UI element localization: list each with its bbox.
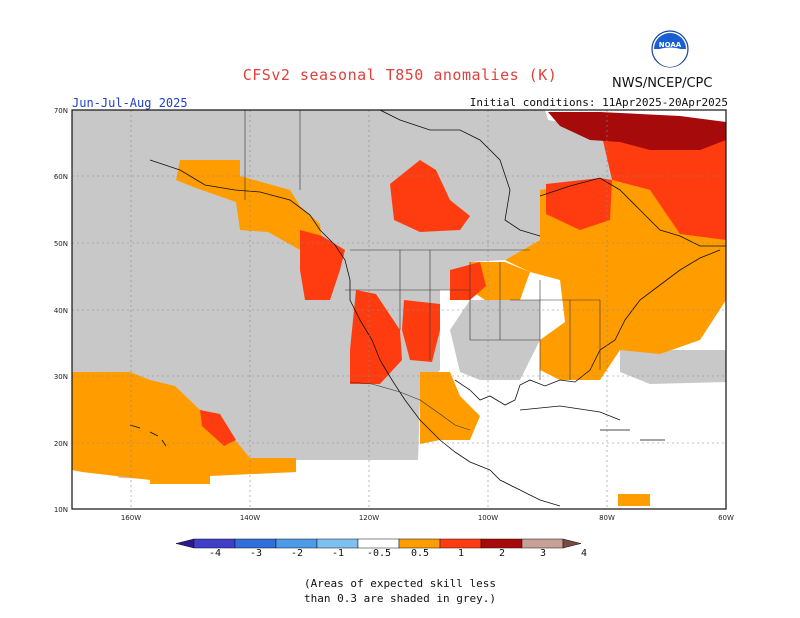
lat-label-60n: 60N	[54, 173, 68, 181]
colorbar-segment-8	[480, 538, 523, 549]
colorbar-label-3: 3	[540, 548, 546, 559]
colorbar-segment-3	[275, 538, 318, 549]
skill-note-line2: than 0.3 are shaded in grey.)	[303, 592, 497, 605]
colorbar-label-2: 2	[499, 548, 505, 559]
coastlines	[129, 109, 726, 507]
lon-label-160w: 160W	[121, 514, 141, 522]
colorbar-label-0.5: 0.5	[411, 548, 429, 559]
skill-note-line1: (Areas of expected skill less	[303, 577, 497, 590]
agency-label: NWS/NCEP/CPC	[612, 76, 713, 91]
map-frame	[71, 109, 727, 510]
colorbar-segment-6	[398, 538, 441, 549]
skill-note: (Areas of expected skill less than 0.3 a…	[0, 576, 800, 606]
lat-label-50n: 50N	[54, 240, 68, 248]
colorbar-arrow-high	[562, 538, 582, 549]
svg-text:NOAA: NOAA	[659, 41, 682, 49]
latitude-labels: 70N 60N 50N 40N 30N 20N 10N	[54, 107, 68, 514]
graticule	[72, 110, 726, 509]
colorbar-segment-5	[357, 538, 400, 549]
lon-label-120w: 120W	[359, 514, 379, 522]
colorbar-segment-4	[316, 538, 359, 549]
colorbar-segment-2	[234, 538, 277, 549]
colorbar-label-1: 1	[458, 548, 464, 559]
colorbar-segment-7	[439, 538, 482, 549]
colorbar	[175, 538, 582, 549]
map-title: CFSv2 seasonal T850 anomalies (K)	[242, 66, 558, 84]
lon-label-100w: 100W	[478, 514, 498, 522]
lon-label-60w: 60W	[718, 514, 734, 522]
lat-label-20n: 20N	[54, 440, 68, 448]
lat-label-30n: 30N	[54, 373, 68, 381]
colorbar-label-minus2: -2	[291, 548, 303, 559]
colorbar-arrow-low	[175, 538, 195, 549]
noaa-logo: NOAA	[651, 30, 689, 68]
colorbar-label-minus1: -1	[332, 548, 344, 559]
season-label: Jun-Jul-Aug 2025	[72, 96, 188, 110]
colorbar-label-4: 4	[581, 548, 587, 559]
anomaly-1-to-2-areas	[200, 128, 726, 446]
lat-label-40n: 40N	[54, 307, 68, 315]
lon-label-80w: 80W	[599, 514, 615, 522]
political-borders	[244, 110, 601, 431]
anomaly-0.5-to-1-areas	[72, 160, 726, 506]
longitude-labels: 160W 140W 120W 100W 80W 60W	[121, 514, 734, 522]
lat-label-70n: 70N	[54, 107, 68, 115]
colorbar-segment-9	[521, 538, 564, 549]
anomaly-2-to-3-areas	[548, 112, 726, 150]
lat-label-10n: 10N	[54, 506, 68, 514]
colorbar-labels: -4 -3 -2 -1 -0.5 0.5 1 2 3 4	[209, 548, 587, 559]
colorbar-segment-1	[193, 538, 236, 549]
colorbar-label-minus0.5: -0.5	[367, 548, 391, 559]
lon-label-140w: 140W	[240, 514, 260, 522]
colorbar-label-minus3: -3	[250, 548, 262, 559]
initial-conditions: Initial conditions: 11Apr2025-20Apr2025	[469, 96, 728, 109]
colorbar-label-minus4: -4	[209, 548, 221, 559]
